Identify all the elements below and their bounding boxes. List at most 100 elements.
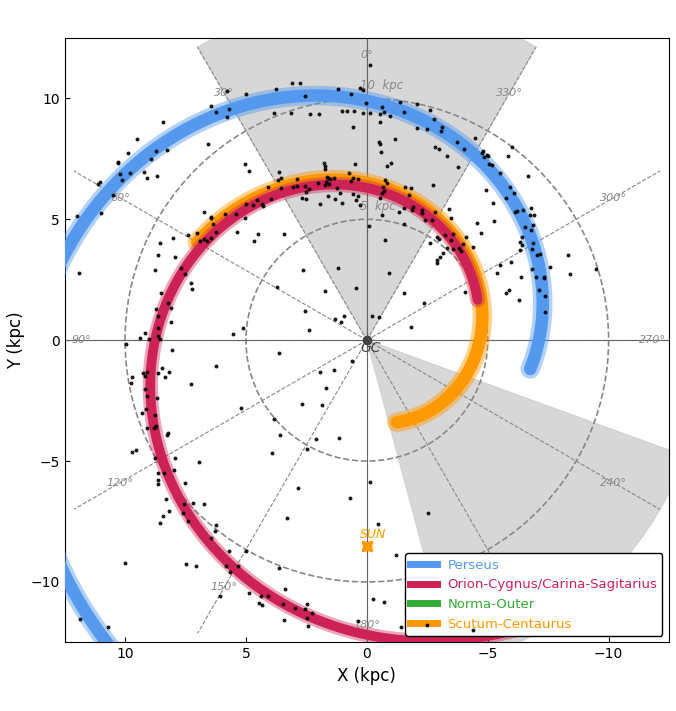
Point bbox=[206, 100, 217, 112]
Point bbox=[478, 151, 489, 163]
Point bbox=[310, 434, 321, 445]
Point bbox=[166, 345, 177, 356]
Point bbox=[507, 141, 518, 153]
Point bbox=[375, 116, 385, 127]
Point bbox=[399, 219, 410, 230]
Point bbox=[404, 190, 414, 201]
Point bbox=[475, 227, 486, 238]
Point bbox=[380, 174, 391, 186]
Point bbox=[483, 158, 494, 169]
Point bbox=[425, 237, 435, 249]
Point bbox=[274, 429, 285, 441]
Point bbox=[329, 172, 339, 183]
Point bbox=[431, 232, 442, 243]
Point bbox=[146, 153, 157, 164]
Point bbox=[470, 132, 481, 144]
Point bbox=[251, 195, 262, 206]
Point bbox=[162, 429, 172, 440]
Point bbox=[534, 284, 545, 296]
Point bbox=[279, 228, 289, 240]
Point bbox=[137, 367, 148, 378]
Point bbox=[211, 360, 222, 372]
Point bbox=[467, 624, 478, 636]
Point bbox=[150, 452, 161, 464]
Point bbox=[364, 220, 375, 232]
Point bbox=[514, 245, 525, 256]
Text: 60°: 60° bbox=[110, 193, 130, 203]
Point bbox=[303, 620, 314, 631]
Point bbox=[386, 157, 397, 169]
Text: 300°: 300° bbox=[600, 193, 627, 203]
Text: 150°: 150° bbox=[211, 582, 238, 592]
Point bbox=[477, 145, 488, 156]
Point bbox=[329, 314, 340, 325]
Point bbox=[412, 122, 422, 134]
Point bbox=[307, 607, 318, 619]
Point bbox=[292, 173, 303, 185]
Point bbox=[95, 208, 106, 219]
Point bbox=[304, 109, 315, 120]
Point bbox=[347, 188, 358, 200]
Point bbox=[411, 99, 422, 110]
Point bbox=[343, 167, 354, 178]
Point bbox=[364, 476, 375, 488]
Point bbox=[526, 224, 537, 235]
Point bbox=[443, 203, 454, 215]
Point bbox=[501, 287, 512, 299]
Point bbox=[126, 378, 137, 389]
Point bbox=[279, 615, 290, 626]
Point bbox=[297, 264, 308, 275]
Point bbox=[150, 409, 161, 420]
Point bbox=[442, 242, 453, 253]
Point bbox=[153, 367, 164, 378]
Point bbox=[431, 255, 442, 266]
Point bbox=[345, 176, 356, 187]
Point bbox=[437, 121, 448, 132]
Point bbox=[198, 499, 209, 510]
Point bbox=[379, 106, 390, 117]
Point bbox=[233, 560, 243, 572]
Point bbox=[341, 105, 352, 117]
Point bbox=[152, 467, 163, 479]
Point bbox=[429, 206, 440, 218]
Point bbox=[125, 167, 136, 178]
Point bbox=[331, 182, 342, 193]
Point bbox=[243, 166, 254, 177]
Point bbox=[141, 390, 152, 402]
Point bbox=[166, 302, 176, 314]
Point bbox=[377, 102, 387, 113]
Point bbox=[329, 365, 339, 376]
Point bbox=[262, 590, 273, 602]
Point bbox=[241, 88, 251, 100]
Point bbox=[452, 137, 462, 148]
Point bbox=[525, 203, 536, 214]
Point bbox=[181, 558, 192, 570]
Point bbox=[426, 214, 437, 225]
Point bbox=[503, 284, 514, 296]
Point bbox=[420, 215, 431, 226]
Point bbox=[453, 242, 464, 253]
Point bbox=[358, 107, 368, 119]
Point bbox=[540, 306, 551, 318]
Point bbox=[224, 103, 235, 114]
Point bbox=[141, 172, 152, 183]
Point bbox=[254, 597, 264, 608]
Text: 120°: 120° bbox=[106, 478, 133, 488]
Point bbox=[352, 190, 363, 201]
Point bbox=[501, 192, 512, 203]
Point bbox=[299, 90, 310, 102]
Point bbox=[349, 105, 360, 117]
Point bbox=[176, 262, 187, 274]
Point bbox=[141, 422, 152, 434]
Point bbox=[221, 112, 232, 123]
Point bbox=[224, 545, 235, 556]
Point bbox=[486, 159, 497, 171]
Point bbox=[347, 121, 358, 132]
Point bbox=[235, 402, 246, 413]
Point bbox=[360, 97, 371, 109]
Point bbox=[191, 560, 201, 571]
Point bbox=[535, 249, 546, 260]
Point bbox=[194, 235, 205, 247]
Text: 30°: 30° bbox=[214, 88, 234, 98]
Point bbox=[506, 257, 516, 268]
